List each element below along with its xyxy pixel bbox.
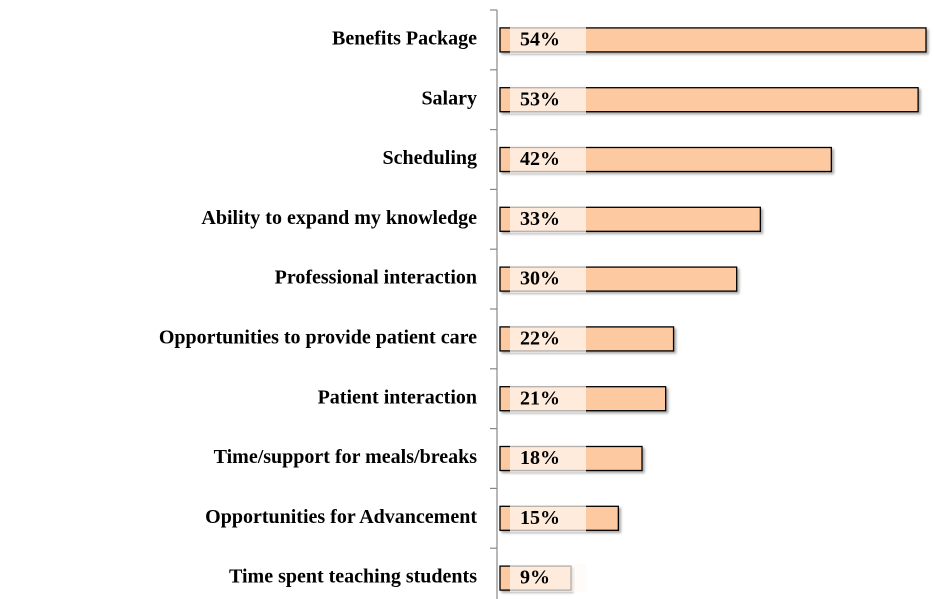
value-label: 53% <box>520 88 560 110</box>
value-label: 15% <box>520 507 560 529</box>
value-label-bg <box>510 564 586 593</box>
value-label: 42% <box>520 148 560 170</box>
value-label: 30% <box>520 268 560 290</box>
category-label: Benefits Package <box>332 27 477 49</box>
value-label: 54% <box>520 28 560 50</box>
value-label-bg <box>510 504 586 533</box>
category-label: Opportunities to provide patient care <box>159 326 477 348</box>
category-label: Time/support for meals/breaks <box>214 446 478 468</box>
value-label-bg <box>510 265 586 294</box>
value-label: 21% <box>520 387 560 409</box>
value-label-bg <box>510 145 586 174</box>
category-label: Ability to expand my knowledge <box>201 207 477 229</box>
category-label: Time spent teaching students <box>229 566 477 588</box>
value-label: 9% <box>520 567 550 589</box>
value-label-bg <box>510 85 586 114</box>
value-label: 33% <box>520 208 560 230</box>
category-label: Opportunities for Advancement <box>205 506 477 528</box>
value-label-bg <box>510 324 586 353</box>
category-label: Salary <box>421 87 477 109</box>
category-label: Patient interaction <box>318 386 477 408</box>
value-label-bg <box>510 205 586 234</box>
value-label: 18% <box>520 447 560 469</box>
value-label: 22% <box>520 327 560 349</box>
value-label-bg <box>510 384 586 413</box>
category-label: Scheduling <box>383 147 477 169</box>
category-label: Professional interaction <box>275 267 477 289</box>
value-label-bg <box>510 444 586 473</box>
value-label-bg <box>510 25 586 54</box>
